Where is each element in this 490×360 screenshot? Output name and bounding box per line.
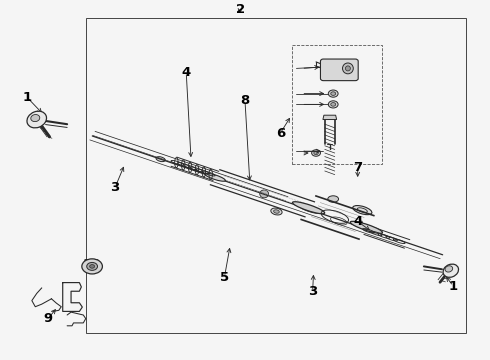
Text: 5: 5: [220, 271, 229, 284]
Ellipse shape: [312, 150, 320, 156]
Text: 4: 4: [353, 215, 362, 228]
Ellipse shape: [205, 173, 225, 181]
Bar: [292, 45, 382, 164]
Text: 9: 9: [44, 312, 52, 325]
Ellipse shape: [87, 262, 98, 270]
Ellipse shape: [353, 206, 372, 215]
Text: 1: 1: [449, 280, 458, 293]
Ellipse shape: [156, 157, 165, 162]
Text: 3: 3: [111, 181, 120, 194]
Ellipse shape: [328, 101, 338, 108]
Ellipse shape: [328, 196, 339, 202]
Ellipse shape: [343, 63, 353, 74]
Text: 10: 10: [83, 258, 101, 271]
Ellipse shape: [273, 210, 279, 213]
FancyBboxPatch shape: [320, 59, 358, 81]
Ellipse shape: [260, 190, 269, 198]
Ellipse shape: [27, 111, 47, 128]
Ellipse shape: [82, 259, 102, 274]
Ellipse shape: [271, 208, 282, 215]
Ellipse shape: [31, 114, 40, 122]
Ellipse shape: [445, 266, 453, 272]
Text: 7: 7: [353, 161, 362, 174]
Text: 2: 2: [236, 3, 245, 15]
Bar: [86, 18, 465, 333]
Text: 4: 4: [182, 66, 191, 78]
Text: 8: 8: [241, 94, 249, 107]
Ellipse shape: [293, 202, 325, 214]
Text: 6: 6: [276, 127, 285, 140]
Polygon shape: [323, 115, 337, 120]
Ellipse shape: [443, 264, 459, 277]
Ellipse shape: [314, 151, 319, 155]
Ellipse shape: [328, 90, 338, 97]
Text: 1: 1: [23, 91, 31, 104]
Ellipse shape: [331, 103, 336, 106]
Ellipse shape: [299, 205, 320, 213]
Ellipse shape: [331, 92, 336, 95]
Ellipse shape: [90, 265, 95, 268]
Ellipse shape: [350, 221, 383, 233]
Text: 3: 3: [308, 285, 317, 298]
Ellipse shape: [345, 66, 350, 71]
